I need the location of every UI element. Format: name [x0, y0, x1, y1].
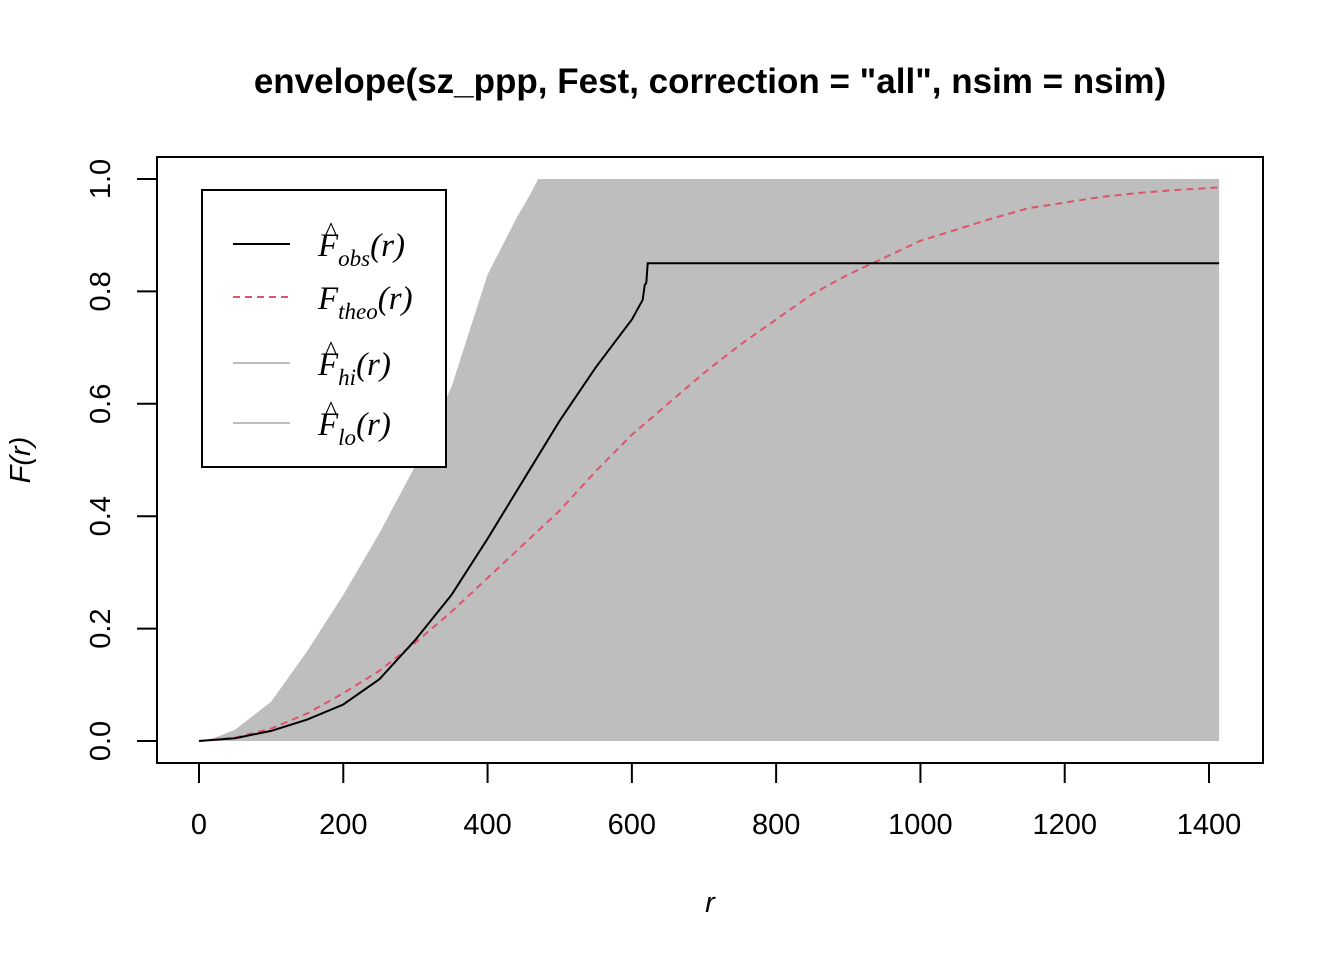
legend-label-theo: Ftheo(r) — [317, 281, 413, 324]
y-tick-label: 1.0 — [85, 159, 117, 199]
legend-label-obs: Fobs(r) — [317, 228, 405, 271]
series-theo-line — [198, 186, 1220, 742]
legend-hat-lo: ^ — [325, 396, 337, 425]
legend-box — [201, 189, 447, 468]
legend-hat-hi: ^ — [325, 336, 337, 365]
legend: Fobs(r)^Ftheo(r)Fhi(r)^Flo(r)^ — [201, 189, 447, 468]
plot-area — [198, 179, 1220, 742]
y-tick-label: 0.0 — [85, 721, 117, 761]
series-obs-line — [198, 262, 1220, 742]
chart-title: envelope(sz_ppp, Fest, correction = "all… — [254, 62, 1166, 101]
x-tick-label: 0 — [191, 809, 207, 841]
x-tick-label: 200 — [319, 809, 367, 841]
x-tick-label: 800 — [752, 809, 800, 841]
legend-label-hi: Fhi(r) — [317, 347, 391, 390]
y-tick-label: 0.8 — [85, 271, 117, 311]
y-axis-label: F(r) — [5, 437, 37, 484]
legend-label-lo: Flo(r) — [317, 407, 391, 450]
x-tick-label: 600 — [608, 809, 656, 841]
x-tick-label: 1000 — [888, 809, 953, 841]
y-tick-label: 0.6 — [85, 384, 117, 424]
x-tick-label: 1200 — [1032, 809, 1097, 841]
y-tick-label: 0.2 — [85, 608, 117, 648]
x-axis-label: r — [705, 887, 716, 919]
x-tick-label: 1400 — [1177, 809, 1242, 841]
y-tick-label: 0.4 — [85, 496, 117, 536]
x-axis: 0 200 400 600 800 1000 1200 1400 — [191, 762, 1242, 841]
legend-hat-obs: ^ — [325, 217, 337, 246]
y-axis: 0.0 0.2 0.4 0.6 0.8 1.0 — [85, 159, 158, 761]
x-tick-label: 400 — [463, 809, 511, 841]
envelope-band — [199, 179, 1220, 741]
